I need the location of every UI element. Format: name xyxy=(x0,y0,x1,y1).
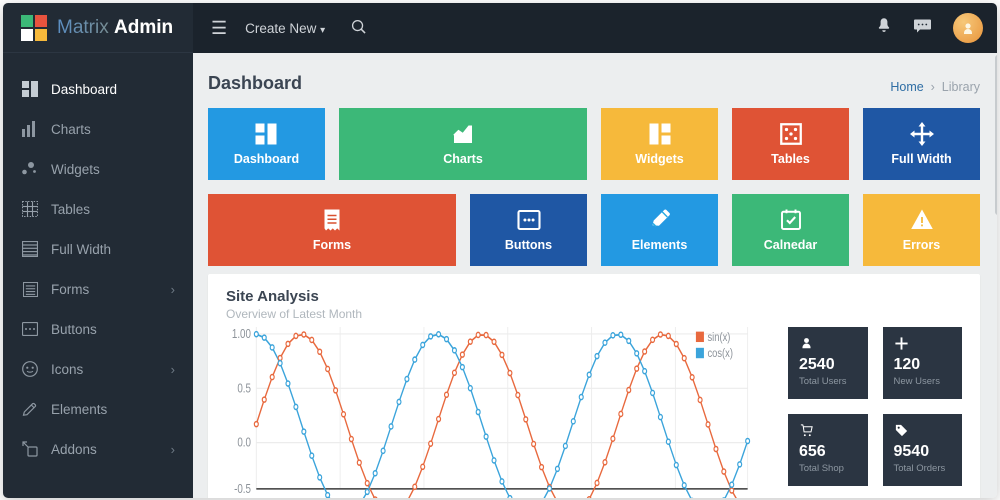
svg-text:-0.5: -0.5 xyxy=(234,483,251,496)
svg-text:1.00: 1.00 xyxy=(232,328,251,341)
svg-text:0.0: 0.0 xyxy=(237,437,251,450)
svg-text:sin(x): sin(x) xyxy=(708,331,731,344)
svg-text:0.5: 0.5 xyxy=(237,382,251,395)
svg-text:cos(x): cos(x) xyxy=(708,347,733,360)
